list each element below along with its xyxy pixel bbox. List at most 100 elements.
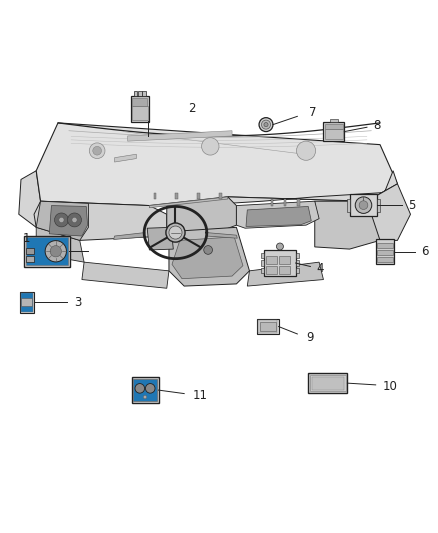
Bar (325, 130, 343, 140)
Bar (26, 256, 34, 262)
Bar (308, 373, 347, 393)
Bar (133, 379, 157, 401)
Bar (197, 193, 200, 199)
Bar (325, 124, 343, 130)
Circle shape (201, 138, 219, 155)
Bar (330, 119, 338, 123)
Bar (279, 266, 290, 274)
Bar (323, 123, 344, 141)
Bar (264, 250, 296, 276)
Bar (131, 377, 159, 403)
Circle shape (259, 118, 273, 132)
Text: 11: 11 (193, 389, 208, 402)
Polygon shape (149, 197, 228, 208)
Circle shape (264, 123, 268, 127)
Bar (378, 243, 393, 248)
Polygon shape (228, 171, 397, 204)
Text: 8: 8 (374, 119, 381, 132)
Bar (261, 253, 264, 258)
Polygon shape (19, 171, 41, 228)
Bar (377, 199, 380, 212)
Bar (296, 261, 299, 265)
Polygon shape (237, 201, 319, 228)
Polygon shape (169, 228, 250, 286)
Bar (297, 199, 300, 206)
Circle shape (145, 384, 155, 393)
Bar (347, 199, 350, 212)
Text: 6: 6 (421, 245, 428, 258)
Polygon shape (36, 201, 88, 240)
Polygon shape (206, 232, 237, 238)
Circle shape (169, 226, 182, 239)
Bar (261, 261, 264, 265)
Bar (21, 298, 32, 306)
Bar (134, 91, 137, 96)
Circle shape (45, 240, 67, 262)
Bar (284, 199, 286, 206)
Circle shape (276, 243, 283, 250)
Bar (350, 194, 377, 216)
Bar (258, 320, 277, 333)
Circle shape (355, 197, 372, 213)
Bar (296, 253, 299, 258)
Bar (132, 107, 148, 120)
Text: 1: 1 (22, 232, 30, 245)
Bar (26, 248, 34, 254)
Polygon shape (315, 201, 380, 249)
Bar (266, 266, 277, 274)
Bar (378, 250, 393, 255)
Polygon shape (115, 154, 136, 162)
Bar (219, 193, 222, 199)
Text: 7: 7 (309, 106, 316, 119)
Bar (312, 377, 344, 390)
Polygon shape (114, 232, 145, 239)
Circle shape (166, 223, 185, 242)
Polygon shape (367, 184, 410, 240)
Bar (131, 96, 149, 122)
Bar (310, 375, 346, 391)
Bar (176, 193, 178, 199)
Circle shape (359, 201, 368, 209)
Bar (20, 292, 34, 313)
Text: 9: 9 (306, 330, 314, 343)
Polygon shape (49, 206, 88, 236)
Circle shape (204, 246, 212, 254)
Polygon shape (36, 123, 397, 206)
Text: 10: 10 (383, 379, 398, 393)
Circle shape (135, 384, 145, 393)
Bar (21, 293, 33, 312)
Polygon shape (247, 262, 323, 286)
Polygon shape (34, 201, 167, 240)
Circle shape (54, 213, 68, 227)
Circle shape (67, 213, 81, 227)
Polygon shape (127, 131, 232, 141)
Circle shape (59, 217, 64, 223)
Bar (378, 257, 393, 262)
Circle shape (261, 120, 271, 129)
Text: 3: 3 (74, 296, 82, 309)
Polygon shape (167, 197, 237, 232)
Bar (24, 236, 70, 267)
Bar (271, 199, 273, 206)
Polygon shape (36, 228, 84, 262)
Circle shape (50, 246, 61, 257)
Bar (260, 322, 276, 332)
Circle shape (89, 143, 105, 158)
Polygon shape (246, 206, 311, 227)
Polygon shape (147, 228, 173, 250)
Bar (142, 91, 146, 96)
Circle shape (297, 141, 316, 160)
Circle shape (72, 217, 77, 223)
Polygon shape (82, 262, 169, 288)
Bar (279, 256, 290, 264)
Bar (261, 268, 264, 273)
Bar (376, 239, 394, 264)
Text: 2: 2 (188, 102, 196, 116)
Polygon shape (172, 237, 243, 279)
Bar (138, 91, 141, 96)
Bar (266, 256, 277, 264)
Text: 5: 5 (408, 199, 415, 212)
Bar (257, 319, 279, 334)
Bar (154, 193, 156, 199)
Text: 4: 4 (317, 262, 324, 274)
